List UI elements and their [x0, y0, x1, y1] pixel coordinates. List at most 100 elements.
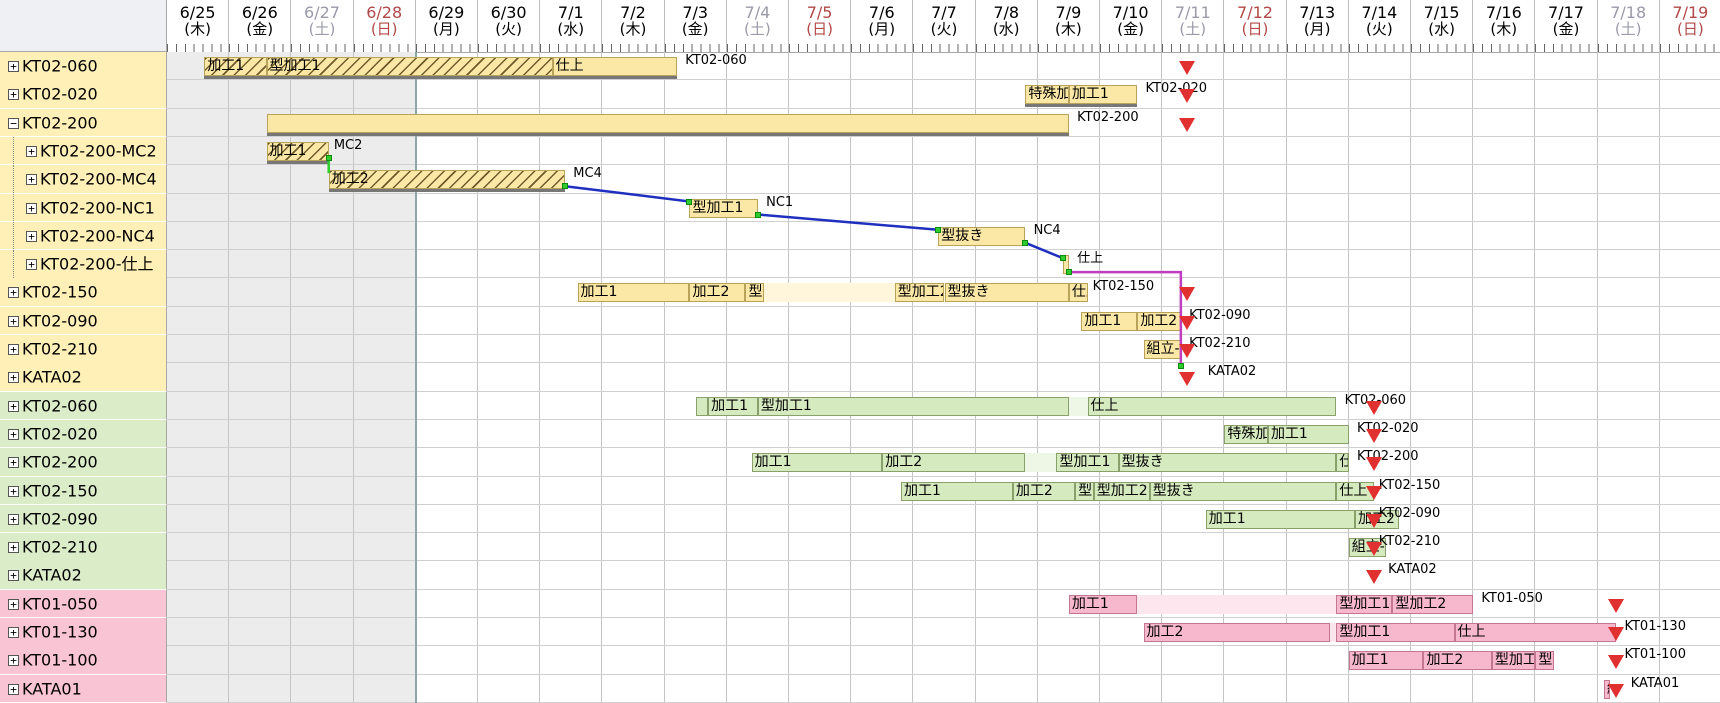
task-bar-segment[interactable]: 加工1 — [1348, 651, 1424, 671]
date-column-header[interactable]: 7/16 (木) — [1473, 0, 1536, 52]
deadline-milestone-icon[interactable] — [1179, 287, 1196, 302]
expand-toggle-icon[interactable]: + — [8, 400, 19, 412]
task-bar-segment[interactable]: 型加工1 — [266, 57, 553, 76]
task-row-label[interactable]: + KT02-210 — [0, 335, 167, 364]
expand-toggle-icon[interactable]: + — [8, 457, 19, 469]
task-bar-segment[interactable]: 加工1 — [1068, 85, 1138, 105]
task-row-label[interactable]: + KT02-200-NC1 — [0, 193, 167, 222]
task-bar-segment[interactable]: 加工1 — [1068, 594, 1138, 614]
task-bar-segment[interactable]: 加工1 — [1267, 424, 1349, 444]
task-bar-segment[interactable]: 加工2 — [1012, 481, 1076, 501]
task-row-label[interactable]: + KATA02 — [0, 561, 167, 590]
link-handle[interactable] — [1177, 363, 1184, 370]
task-row-label[interactable]: + KT02-090 — [0, 306, 167, 336]
task-bar-segment[interactable]: 型抜き — [1118, 453, 1337, 473]
task-bar-segment[interactable]: 加工1 — [266, 141, 329, 161]
date-column-header[interactable]: 7/8 (水) — [975, 0, 1038, 52]
date-column-header[interactable]: 7/3 (金) — [664, 0, 727, 52]
date-column-header[interactable]: 6/26 (金) — [229, 0, 292, 52]
task-bar-segment[interactable]: 加工1 — [751, 453, 883, 473]
deadline-milestone-icon[interactable] — [1365, 513, 1382, 528]
link-handle[interactable] — [325, 154, 332, 161]
task-bar-segment[interactable]: 特殊加 — [1224, 424, 1268, 444]
task-row-label[interactable]: + KT02-090 — [0, 504, 167, 534]
date-column-header[interactable]: 7/9 (木) — [1037, 0, 1100, 52]
expand-toggle-icon[interactable]: + — [8, 683, 19, 695]
task-bar-segment[interactable]: 型抜き — [944, 283, 1069, 303]
task-bar-segment[interactable]: 型加工2 — [1392, 594, 1474, 614]
deadline-milestone-icon[interactable] — [1179, 372, 1196, 387]
task-bar-segment[interactable]: 型 — [745, 283, 765, 303]
date-column-header[interactable]: 7/17 (金) — [1535, 0, 1598, 52]
task-row-label[interactable]: + KT02-200-仕上 — [0, 250, 167, 279]
task-bar-segment[interactable]: 型加工1 — [1336, 623, 1455, 642]
expand-toggle-icon[interactable]: + — [8, 344, 19, 355]
task-row-label[interactable]: + KT02-020 — [0, 80, 167, 109]
task-bar-segment[interactable]: 型加工2 — [1093, 481, 1150, 501]
task-bar-segment[interactable]: 仕 — [1336, 453, 1349, 473]
expand-toggle-icon[interactable]: + — [8, 372, 19, 384]
task-bar-segment[interactable] — [1062, 255, 1069, 275]
task-bar-segment[interactable]: 加工2 — [882, 453, 1026, 473]
link-handle[interactable] — [686, 198, 693, 205]
link-handle[interactable] — [562, 183, 569, 190]
expand-toggle-icon[interactable]: + — [26, 202, 37, 214]
deadline-milestone-icon[interactable] — [1365, 428, 1382, 443]
task-bar-segment[interactable]: 仕上 — [1068, 283, 1088, 303]
task-bar-segment[interactable] — [266, 113, 1069, 133]
expand-toggle-icon[interactable]: + — [8, 315, 19, 327]
task-row-label[interactable]: + KT02-060 — [0, 391, 167, 421]
deadline-milestone-icon[interactable] — [1608, 598, 1625, 613]
date-column-header[interactable]: 6/29 (月) — [415, 0, 478, 52]
deadline-milestone-icon[interactable] — [1365, 570, 1382, 585]
link-handle[interactable] — [1065, 269, 1072, 276]
deadline-milestone-icon[interactable] — [1179, 61, 1196, 75]
date-column-header[interactable]: 6/27 (土) — [291, 0, 354, 52]
expand-toggle-icon[interactable]: + — [26, 259, 37, 271]
date-column-header[interactable]: 7/14 (火) — [1348, 0, 1411, 52]
date-column-header[interactable]: 7/6 (月) — [851, 0, 914, 52]
task-row-label[interactable]: + KT01-100 — [0, 646, 167, 675]
task-bar-segment[interactable]: 加工1 — [204, 57, 267, 76]
task-row-label[interactable]: + KT02-200-MC2 — [0, 136, 167, 166]
deadline-milestone-icon[interactable] — [1365, 400, 1382, 415]
expand-toggle-icon[interactable]: + — [8, 485, 19, 497]
task-row-label[interactable]: + KT02-020 — [0, 419, 167, 449]
task-bar-segment[interactable] — [695, 396, 709, 416]
task-bar-segment[interactable]: 加工2 — [1137, 311, 1181, 331]
date-column-header[interactable]: 6/28 (日) — [353, 0, 416, 52]
task-bar-segment[interactable]: 型抜き — [938, 226, 1026, 246]
task-row-label[interactable]: + KT02-200-NC4 — [0, 221, 167, 251]
expand-toggle-icon[interactable]: + — [26, 145, 37, 157]
deadline-milestone-icon[interactable] — [1365, 485, 1382, 500]
task-bar-segment[interactable]: 加工1 — [1081, 311, 1138, 331]
task-bar-segment[interactable]: 組立-1 — [1143, 340, 1181, 359]
task-bar-segment[interactable]: 型加工1 — [1336, 594, 1393, 614]
date-column-header[interactable]: 7/5 (日) — [789, 0, 852, 52]
link-handle[interactable] — [1059, 255, 1066, 262]
task-row-label[interactable]: + KT02-150 — [0, 278, 167, 307]
task-row-label[interactable]: + KATA01 — [0, 674, 167, 703]
task-row-label[interactable]: + KT02-200 — [0, 448, 167, 477]
task-bar-segment[interactable]: 加工1 — [900, 481, 1013, 501]
task-row-label[interactable]: + KATA02 — [0, 363, 167, 392]
date-column-header[interactable]: 7/4 (土) — [726, 0, 789, 52]
task-bar-segment[interactable]: 加工2 — [328, 170, 566, 190]
task-bar-segment[interactable]: 加工1 — [1205, 509, 1355, 529]
task-bar-segment[interactable]: 仕上 — [1087, 396, 1337, 416]
task-bar-segment[interactable]: 仕上 — [552, 57, 678, 76]
task-row-label[interactable]: + KT01-050 — [0, 589, 167, 619]
link-handle[interactable] — [754, 211, 761, 218]
date-column-header[interactable]: 6/30 (火) — [478, 0, 541, 52]
expand-toggle-icon[interactable]: + — [8, 287, 19, 299]
task-bar-segment[interactable]: 加工1 — [708, 396, 758, 416]
date-column-header[interactable]: 7/12 (日) — [1224, 0, 1287, 52]
date-column-header[interactable]: 7/18 (土) — [1597, 0, 1660, 52]
task-row-label[interactable]: + KT01-130 — [0, 618, 167, 647]
deadline-milestone-icon[interactable] — [1179, 315, 1196, 330]
expand-toggle-icon[interactable]: + — [8, 627, 19, 638]
deadline-milestone-icon[interactable] — [1608, 627, 1625, 641]
task-row-label[interactable]: + KT02-060 — [0, 52, 167, 81]
date-column-header[interactable]: 7/1 (水) — [540, 0, 603, 52]
expand-toggle-icon[interactable]: + — [8, 513, 19, 525]
